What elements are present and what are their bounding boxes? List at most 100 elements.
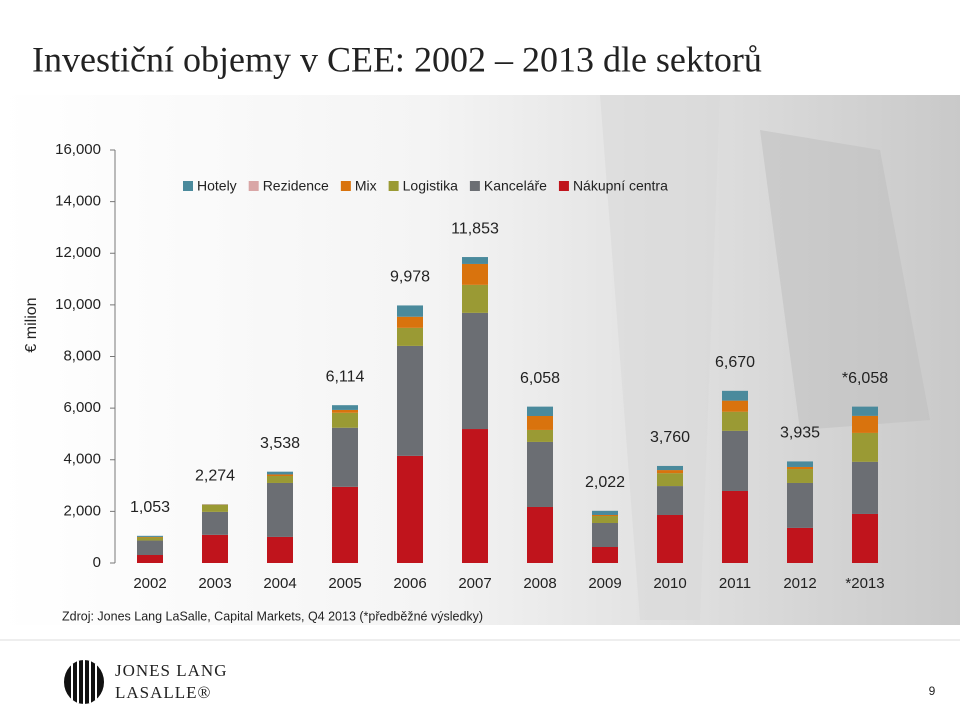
x-tick-label: 2007 <box>458 575 491 592</box>
bar-segment <box>527 507 553 563</box>
logo-icon <box>64 660 104 704</box>
bar-segment <box>787 483 813 528</box>
legend-swatch <box>183 181 193 191</box>
y-axis-label: € milion <box>23 297 40 352</box>
y-tick-label: 2,000 <box>63 502 101 519</box>
bar-segment <box>852 416 878 433</box>
y-tick-label: 10,000 <box>55 296 101 313</box>
bar-segment <box>332 410 358 413</box>
legend-label: Nákupní centra <box>573 178 668 194</box>
total-label: 9,978 <box>390 269 430 286</box>
bar-segment <box>267 476 293 483</box>
bar-segment <box>852 514 878 563</box>
legend-label: Rezidence <box>263 178 329 194</box>
bar-segment <box>267 537 293 563</box>
total-label: 1,053 <box>130 499 170 516</box>
bar-segment <box>267 472 293 475</box>
y-tick-label: 12,000 <box>55 244 101 261</box>
bar-segment <box>462 257 488 264</box>
bar-segment <box>527 430 553 442</box>
y-tick-label: 16,000 <box>55 141 101 158</box>
bar-segment <box>267 483 293 537</box>
bar-segment <box>332 413 358 428</box>
bar-segment <box>462 313 488 429</box>
bar-segment <box>462 264 488 285</box>
bar-segment <box>592 515 618 516</box>
total-label: 3,935 <box>780 425 820 442</box>
legend-label: Logistika <box>403 178 458 194</box>
bar-segment <box>397 317 423 328</box>
bar-segment <box>787 528 813 563</box>
bar-segment <box>137 536 163 537</box>
y-tick-label: 6,000 <box>63 399 101 416</box>
total-label: 2,022 <box>585 474 625 491</box>
x-tick-label: 2002 <box>133 575 166 592</box>
bar-segment <box>852 407 878 416</box>
x-tick-label: 2004 <box>263 575 296 592</box>
legend-label: Mix <box>355 178 377 194</box>
legend-swatch <box>249 181 259 191</box>
x-tick-label: 2009 <box>588 575 621 592</box>
y-tick-label: 0 <box>93 554 101 571</box>
bar-segment <box>137 537 163 538</box>
total-label: *6,058 <box>842 370 888 387</box>
bar-segment <box>592 523 618 547</box>
page-number: 9 <box>929 684 936 698</box>
bar-segment <box>462 285 488 313</box>
legend-label: Kanceláře <box>484 178 547 194</box>
bar-segment <box>592 547 618 563</box>
bar-segment <box>137 555 163 563</box>
total-label: 11,853 <box>451 220 499 237</box>
bar-segment <box>527 442 553 507</box>
y-tick-label: 8,000 <box>63 347 101 364</box>
total-label: 6,058 <box>520 370 560 387</box>
bar-segment <box>657 473 683 486</box>
bar-segment <box>462 429 488 563</box>
bar-segment <box>657 466 683 470</box>
bar-segment <box>787 469 813 483</box>
bar-segment <box>397 456 423 563</box>
bar-segment <box>657 470 683 473</box>
bar-segment <box>592 516 618 523</box>
bar-segment <box>332 405 358 410</box>
bar-segment <box>722 491 748 563</box>
chart-title: Investiční objemy v CEE: 2002 – 2013 dle… <box>32 39 762 79</box>
x-tick-label: 2005 <box>328 575 361 592</box>
legend-swatch <box>389 181 399 191</box>
logo-text: JONES LANG <box>115 661 227 680</box>
bar-segment <box>722 401 748 412</box>
total-label: 2,274 <box>195 468 235 485</box>
legend-label: Hotely <box>197 178 237 194</box>
x-tick-label: 2012 <box>783 575 816 592</box>
bar-segment <box>527 416 553 430</box>
bar-segment <box>202 512 228 535</box>
bar-segment <box>332 487 358 563</box>
bar-segment <box>787 467 813 469</box>
x-tick-label: 2008 <box>523 575 556 592</box>
bar-segment <box>592 511 618 515</box>
x-tick-label: *2013 <box>845 575 884 592</box>
total-label: 6,114 <box>326 368 365 385</box>
bar-segment <box>852 433 878 462</box>
bar-segment <box>657 486 683 515</box>
bar-segment <box>657 515 683 563</box>
x-tick-label: 2011 <box>719 575 751 592</box>
bar-segment <box>397 346 423 456</box>
x-tick-label: 2003 <box>198 575 231 592</box>
logo-text: LASALLE® <box>115 683 211 702</box>
bar-segment <box>397 328 423 346</box>
bar-segment <box>202 505 228 512</box>
legend-swatch <box>341 181 351 191</box>
y-tick-label: 14,000 <box>55 193 101 210</box>
bar-segment <box>137 541 163 555</box>
source-note: Zdroj: Jones Lang LaSalle, Capital Marke… <box>62 609 483 623</box>
bar-segment <box>527 407 553 416</box>
bar-segment <box>722 391 748 401</box>
total-label: 3,538 <box>260 435 300 452</box>
x-tick-label: 2010 <box>653 575 686 592</box>
legend-swatch <box>559 181 569 191</box>
bar-segment <box>202 535 228 563</box>
total-label: 6,670 <box>715 354 755 371</box>
